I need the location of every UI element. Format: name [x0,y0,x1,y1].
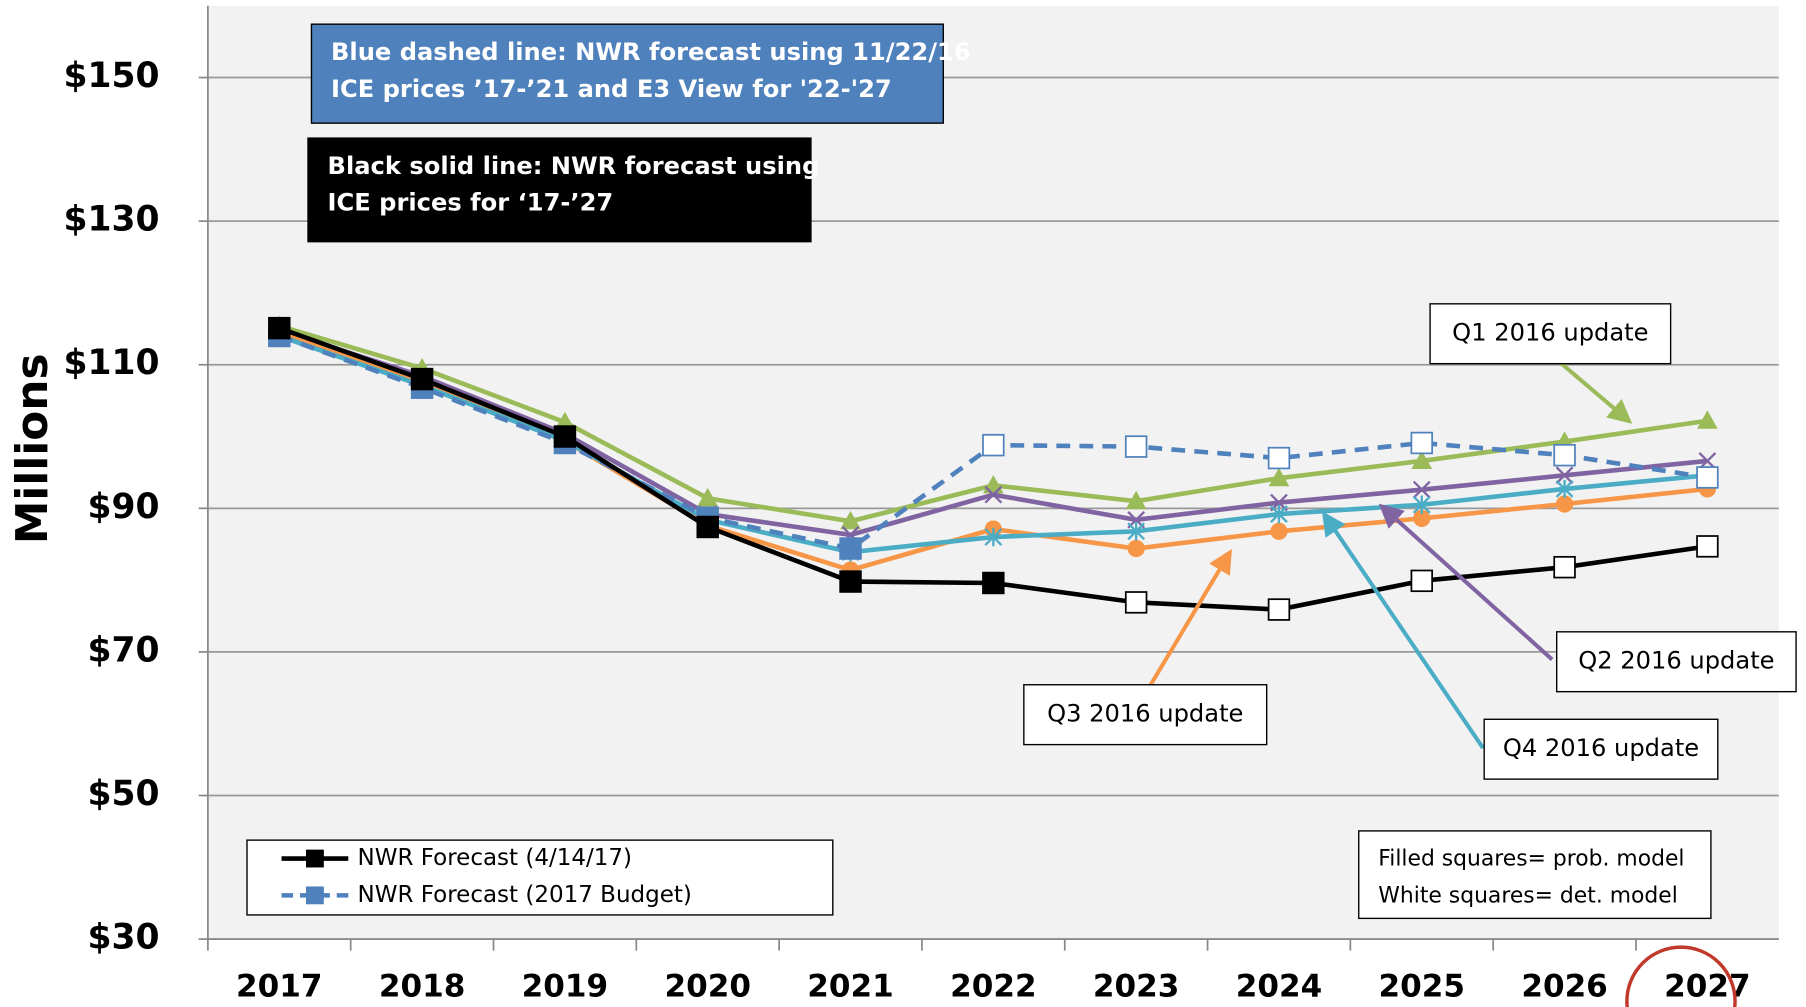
callout-text: Q1 2016 update [1452,319,1648,347]
marker [1697,410,1718,429]
callout-arrow [1147,548,1232,689]
marker [1412,495,1431,514]
marker [839,537,862,560]
marker [984,485,1003,504]
model-note-text: White squares= det. model [1378,884,1678,909]
blue-note-text: ICE prices ’17-’21 and E3 View for '22-'… [331,75,892,103]
y-tick-label: $110 [63,343,159,383]
marker [1555,479,1574,499]
marker [1267,446,1291,470]
marker [982,433,1005,457]
marker [1410,569,1433,593]
blue-note-text: Blue dashed line: NWR forecast using 11/… [331,38,971,66]
y-axis-label: Millions [7,354,58,545]
marker [1270,522,1288,540]
y-tick-label: $90 [87,487,159,527]
marker [1127,539,1145,558]
marker [1411,450,1433,469]
x-tick-label: 2023 [1093,968,1179,1004]
x-tick-label: 2024 [1236,968,1322,1004]
marker [1413,509,1431,528]
marker [839,570,862,593]
callout-box [1429,303,1672,365]
marker [305,849,324,868]
marker [410,367,434,391]
callout-arrow [1321,511,1485,750]
x-tick-label: 2018 [379,968,465,1004]
callout-text: Q3 2016 update [1047,700,1243,728]
logo [1625,945,1737,1007]
black-note-text: Black solid line: NWR forecast using [328,152,820,180]
y-tick-label: $50 [87,774,159,814]
marker [268,316,291,340]
callout-arrow [1558,360,1633,424]
x-tick-label: 2020 [664,968,750,1004]
marker [1124,591,1148,614]
callout-box [1483,718,1719,780]
x-tick-label: 2025 [1379,968,1465,1004]
marker [1696,535,1719,558]
legend [246,839,834,916]
marker [1268,467,1290,487]
y-tick-label: $150 [63,56,159,96]
marker [1127,522,1146,541]
marker [1412,480,1431,499]
marker [1553,555,1576,579]
x-tick-label: 2017 [236,968,322,1004]
x-tick-label: 2019 [522,968,608,1004]
callout-arrow [1378,503,1554,661]
marker [1555,466,1574,485]
callout-text: Q4 2016 update [1503,734,1699,762]
blue-note-box [310,23,944,124]
marker [1696,466,1719,489]
marker [1125,490,1147,510]
marker [840,510,861,530]
marker [1124,435,1148,458]
model-note-box [1358,830,1712,920]
y-tick-label: $30 [87,918,159,958]
y-tick-label: $130 [63,200,159,240]
marker [697,487,719,507]
callout-text: Q2 2016 update [1578,647,1774,675]
callout-box [1023,684,1268,746]
black-note-box [307,137,812,243]
x-tick-label: 2022 [950,968,1036,1004]
marker [1410,431,1433,455]
model-note-text: Filled squares= prob. model [1378,847,1684,872]
marker [982,571,1005,595]
marker [305,886,324,905]
x-tick-label: 2021 [807,968,893,1004]
marker [696,515,719,539]
x-tick-label: 2027 [1664,968,1750,1004]
x-tick-label: 2026 [1521,968,1607,1004]
callout-box [1555,631,1797,693]
marker [1555,495,1574,513]
marker [984,527,1003,547]
marker [1270,504,1288,524]
marker [1267,598,1291,621]
y-tick-label: $70 [87,630,159,670]
marker [1553,443,1576,467]
legend-label: NWR Forecast (4/14/17) [357,845,631,871]
black-note-text: ICE prices for ‘17-’27 [328,189,614,217]
legend-label: NWR Forecast (2017 Budget) [357,882,691,908]
marker [553,425,577,448]
